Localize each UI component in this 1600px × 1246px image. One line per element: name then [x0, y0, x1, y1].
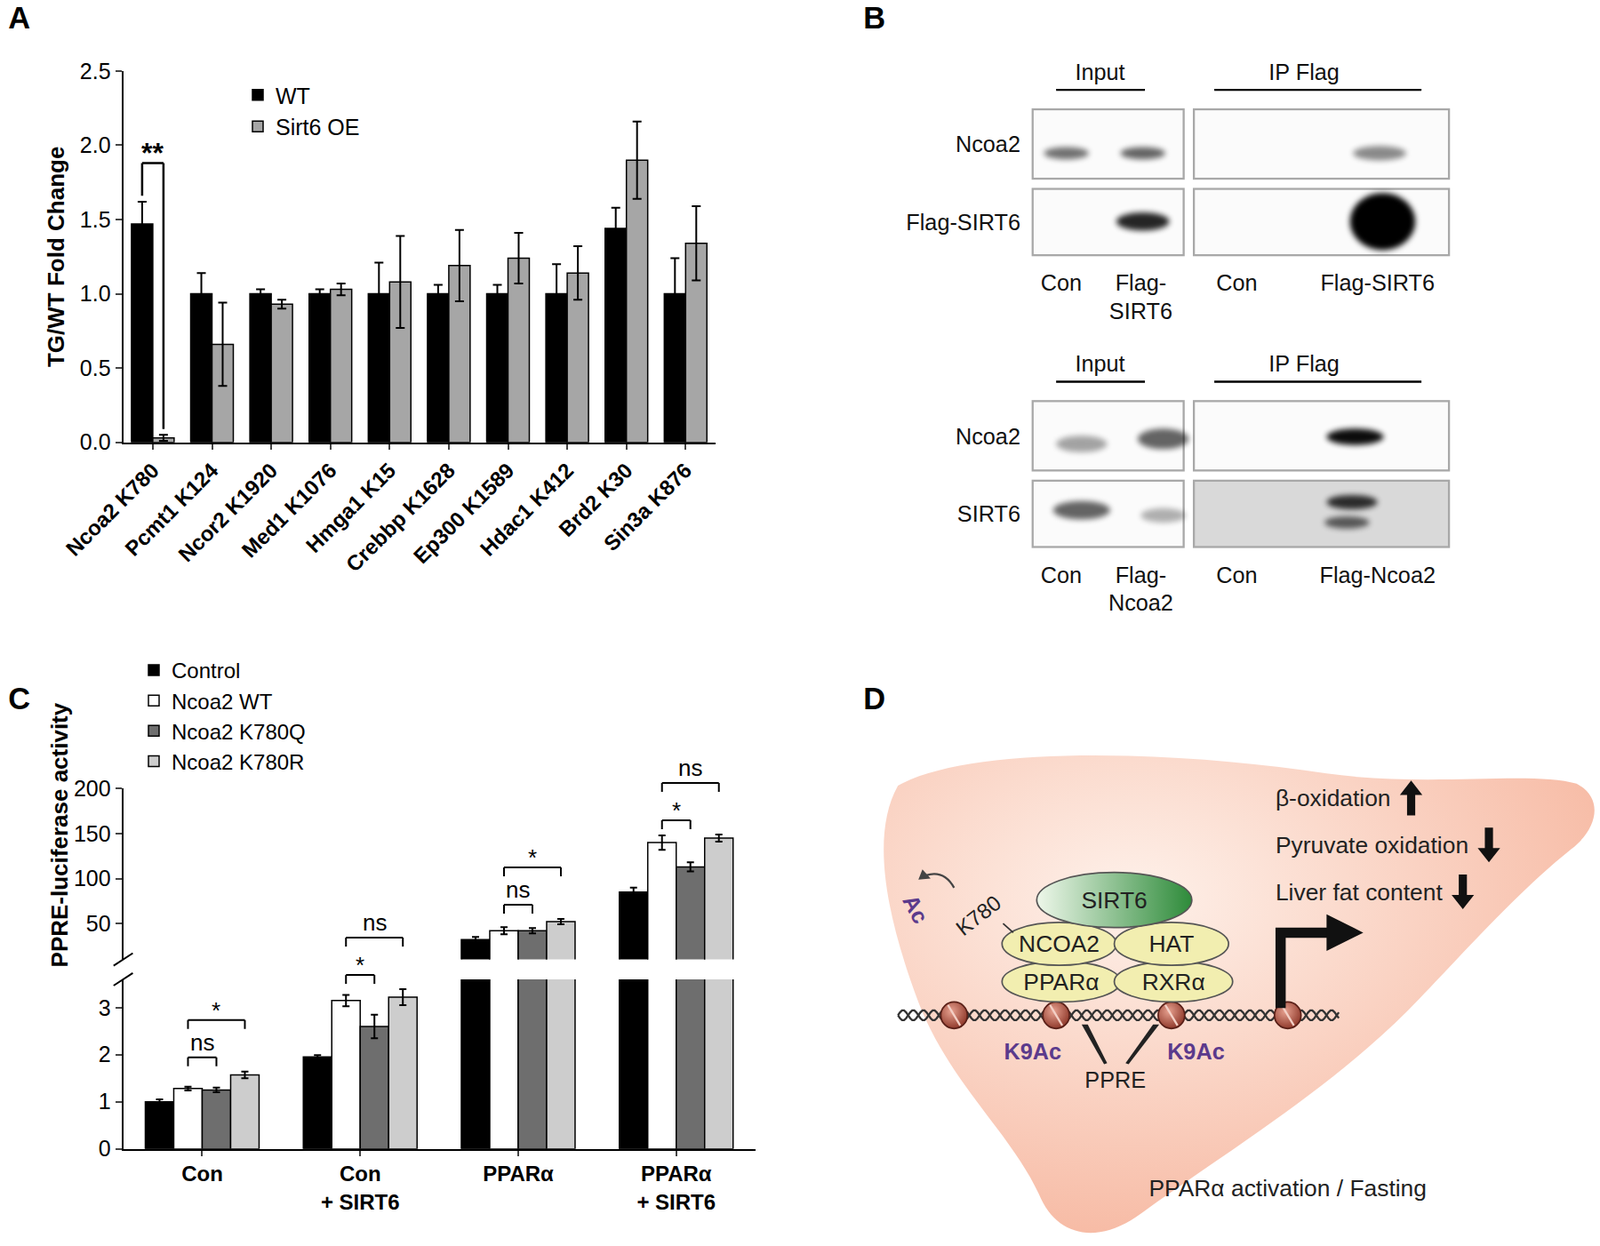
- svg-text:*: *: [672, 797, 681, 824]
- svg-text:150: 150: [73, 821, 112, 847]
- svg-text:Flag-Ncoa2: Flag-Ncoa2: [1319, 562, 1436, 588]
- svg-text:Flag-SIRT6: Flag-SIRT6: [1320, 270, 1435, 296]
- svg-text:Flag-SIRT6: Flag-SIRT6: [1109, 270, 1173, 324]
- svg-text:50: 50: [86, 911, 112, 936]
- svg-text:IP Flag: IP Flag: [1268, 351, 1340, 376]
- svg-text:ns: ns: [678, 754, 703, 782]
- svg-text:*: *: [211, 997, 221, 1024]
- svg-text:IP Flag: IP Flag: [1268, 59, 1340, 85]
- svg-text:Con: Con: [181, 1161, 224, 1186]
- svg-text:Con: Con: [1040, 270, 1082, 296]
- svg-text:1.0: 1.0: [80, 280, 112, 306]
- svg-text:PPRE-luciferase activity: PPRE-luciferase activity: [46, 702, 73, 968]
- svg-text:Hdac1 K412: Hdac1 K412: [475, 457, 578, 560]
- svg-text:1: 1: [98, 1088, 112, 1114]
- svg-text:TG/WT Fold Change: TG/WT Fold Change: [42, 146, 70, 368]
- svg-text:PPARα: PPARα: [482, 1161, 554, 1186]
- svg-text:B: B: [863, 0, 886, 35]
- svg-text:Ncoa2 K780R: Ncoa2 K780R: [171, 750, 304, 775]
- svg-text:Con+ SIRT6: Con+ SIRT6: [320, 1161, 400, 1214]
- svg-text:ns: ns: [505, 876, 530, 904]
- svg-text:D: D: [863, 681, 886, 716]
- svg-text:Ac: Ac: [897, 890, 934, 928]
- svg-text:SIRT6: SIRT6: [1080, 887, 1147, 914]
- svg-text:Input: Input: [1074, 59, 1125, 85]
- svg-text:2.0: 2.0: [80, 132, 112, 158]
- svg-text:NCOA2: NCOA2: [1018, 930, 1100, 958]
- svg-text:PPARα activation / Fasting: PPARα activation / Fasting: [1148, 1175, 1427, 1202]
- svg-text:Ncoa2: Ncoa2: [955, 131, 1021, 157]
- svg-text:0.5: 0.5: [80, 355, 112, 381]
- svg-text:*: *: [528, 844, 537, 872]
- svg-text:Pcmt1 K124: Pcmt1 K124: [120, 457, 224, 561]
- svg-text:Sirt6 OE: Sirt6 OE: [275, 114, 360, 140]
- svg-text:C: C: [8, 681, 31, 716]
- svg-text:Con: Con: [1216, 562, 1257, 588]
- svg-text:K780: K780: [951, 890, 1006, 941]
- svg-text:Control: Control: [171, 658, 240, 683]
- svg-text:Ep300 K1589: Ep300 K1589: [408, 457, 520, 568]
- svg-text:1.5: 1.5: [80, 207, 112, 232]
- svg-text:Sin3a K876: Sin3a K876: [599, 457, 697, 556]
- svg-text:Input: Input: [1074, 351, 1125, 376]
- svg-text:K9Ac: K9Ac: [1003, 1039, 1062, 1064]
- svg-text:K9Ac: K9Ac: [1167, 1039, 1225, 1064]
- svg-text:*: *: [355, 952, 365, 979]
- svg-text:ns: ns: [190, 1029, 215, 1056]
- svg-text:Ncoa2 K780: Ncoa2 K780: [61, 457, 164, 560]
- svg-text:Brd2 K30: Brd2 K30: [553, 457, 638, 542]
- svg-text:Pyruvate oxidation: Pyruvate oxidation: [1275, 832, 1469, 859]
- svg-text:Ncoa2 WT: Ncoa2 WT: [171, 689, 273, 714]
- svg-text:100: 100: [73, 865, 112, 891]
- svg-text:Con: Con: [1216, 270, 1257, 296]
- svg-text:Crebbp K1628: Crebbp K1628: [341, 457, 460, 576]
- svg-text:Med1 K1076: Med1 K1076: [237, 457, 342, 562]
- svg-text:ns: ns: [362, 909, 387, 936]
- svg-text:SIRT6: SIRT6: [957, 501, 1021, 527]
- svg-text:0.0: 0.0: [80, 429, 112, 455]
- svg-text:Liver fat content: Liver fat content: [1275, 879, 1443, 906]
- svg-text:200: 200: [73, 776, 112, 801]
- svg-text:RXRα: RXRα: [1142, 968, 1206, 996]
- svg-text:**: **: [141, 136, 164, 169]
- svg-text:HAT: HAT: [1148, 930, 1194, 958]
- svg-text:Flag-Ncoa2: Flag-Ncoa2: [1108, 562, 1174, 616]
- svg-text:Flag-SIRT6: Flag-SIRT6: [905, 209, 1021, 235]
- svg-text:β-oxidation: β-oxidation: [1275, 784, 1392, 812]
- svg-text:PPRE: PPRE: [1084, 1067, 1146, 1093]
- svg-text:2: 2: [98, 1041, 112, 1067]
- svg-text:PPARα: PPARα: [1023, 968, 1099, 996]
- svg-text:A: A: [8, 0, 31, 35]
- svg-text:WT: WT: [275, 83, 311, 109]
- svg-text:PPARα+ SIRT6: PPARα+ SIRT6: [636, 1161, 716, 1214]
- svg-text:Con: Con: [1040, 562, 1082, 588]
- svg-text:2.5: 2.5: [80, 58, 112, 84]
- svg-text:Ncoa2: Ncoa2: [955, 424, 1021, 449]
- svg-text:3: 3: [98, 995, 112, 1021]
- svg-text:Ncor2 K1920: Ncor2 K1920: [173, 457, 282, 567]
- svg-text:Ncoa2 K780Q: Ncoa2 K780Q: [171, 720, 306, 744]
- svg-text:0: 0: [98, 1136, 112, 1161]
- svg-text:Hmga1 K15: Hmga1 K15: [301, 457, 401, 558]
